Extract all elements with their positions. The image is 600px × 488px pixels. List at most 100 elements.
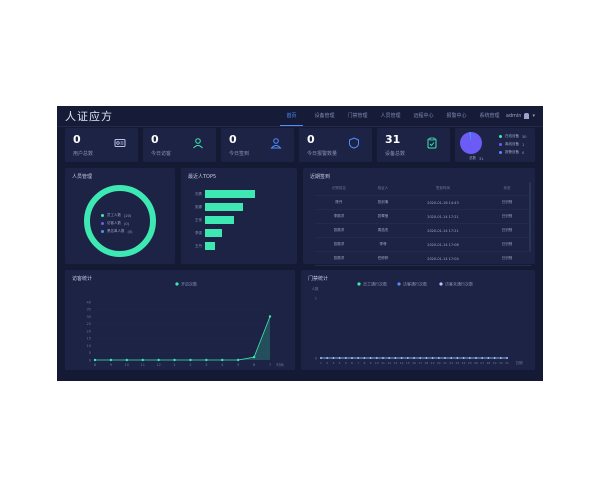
- panel-title: 最近人TOP5: [188, 174, 217, 180]
- offline-dot: [499, 143, 502, 146]
- nav-devices[interactable]: 设备管理: [314, 113, 335, 119]
- x-tick-label: 9: [110, 363, 112, 367]
- x-tick-label: 4: [221, 363, 224, 367]
- legend-label: 访客未通行次数: [445, 280, 473, 286]
- nav-alarm[interactable]: 报警中心: [446, 113, 467, 119]
- data-point: [468, 357, 471, 359]
- data-point: [475, 357, 477, 359]
- chart-legend-item[interactable]: 员工通行次数: [357, 280, 387, 286]
- stat-value: 31: [385, 133, 401, 146]
- table-cell: 任婷婷: [377, 256, 389, 260]
- table-cell: 2020-01-14 17:21: [427, 214, 459, 219]
- data-point: [462, 357, 465, 359]
- panel-title: 人员管理: [72, 174, 93, 180]
- data-point: [320, 357, 322, 359]
- data-point: [487, 357, 490, 359]
- table-cell: 张振洋: [333, 228, 345, 232]
- legend-dot: [357, 282, 361, 286]
- legend-value: (0): [127, 229, 133, 234]
- data-point: [109, 358, 113, 362]
- table-cell: 张剑清: [377, 200, 389, 204]
- legend-value: 30: [522, 134, 527, 139]
- data-point: [363, 357, 366, 359]
- x-tick-label: 8: [363, 361, 365, 365]
- data-point: [394, 357, 397, 359]
- scrollbar[interactable]: [529, 182, 531, 252]
- x-tick-label: 28: [486, 361, 490, 365]
- data-point: [499, 357, 502, 359]
- x-tick-label: 5: [345, 361, 347, 365]
- bar: [205, 203, 243, 211]
- online-dot: [499, 135, 502, 138]
- column-header: 签到时间: [436, 186, 450, 190]
- legend-label: 在线设备: [505, 134, 519, 138]
- nav-access[interactable]: 门禁管理: [347, 113, 368, 119]
- table-cell: 已识别: [501, 242, 513, 246]
- x-tick-label: 1: [320, 361, 322, 365]
- stat-label: 设备总数: [385, 151, 406, 157]
- data-point: [493, 357, 496, 359]
- x-tick-label: 25: [468, 361, 472, 365]
- table-cell: 已识别: [501, 214, 513, 218]
- data-point: [382, 357, 384, 359]
- y-tick-label: 1: [315, 296, 317, 300]
- user-menu[interactable]: admin ▾: [506, 106, 535, 126]
- x-tick-label: 26: [474, 361, 478, 365]
- nav-people[interactable]: 人员管理: [380, 113, 401, 119]
- bar-label: 王伟: [195, 217, 202, 222]
- table-cell: 张翠莹: [377, 214, 389, 218]
- bar-row: 李强: [188, 229, 222, 237]
- legend-dot: [397, 282, 401, 286]
- chart-legend-item[interactable]: 访客通行次数: [397, 280, 427, 286]
- data-point: [125, 358, 129, 362]
- legend-label: 报警设备: [505, 150, 519, 154]
- nav-remote[interactable]: 远程中心: [413, 113, 434, 119]
- bar: [205, 229, 222, 237]
- data-point: [357, 357, 360, 359]
- panel-title: 近期签到: [310, 174, 331, 180]
- y-tick-label: 40: [87, 300, 91, 304]
- column-header: 识别姓名: [332, 186, 346, 190]
- chevron-down-icon: ▾: [532, 113, 535, 119]
- stat-card-users: 0 用户总数: [65, 128, 138, 162]
- x-tick-label: 19: [431, 361, 435, 365]
- table-cell: 2020-01-14 17:04: [427, 256, 459, 261]
- x-tick-label: 6: [253, 363, 255, 367]
- stat-label: 今日报警数量: [307, 151, 338, 157]
- table-row[interactable]: 张振洋 周浩杰 2020-01-14 17:21 已识别: [315, 224, 531, 238]
- data-point: [221, 358, 224, 362]
- x-tick-label: 15: [406, 361, 410, 365]
- user-icon: [524, 113, 530, 119]
- chart-legend-item[interactable]: 访客未通行次数: [439, 280, 473, 286]
- device-status-pie: [460, 132, 482, 154]
- data-point: [413, 357, 415, 359]
- stat-value: 0: [307, 133, 315, 146]
- data-point: [332, 357, 335, 359]
- legend-value: 1: [522, 142, 525, 147]
- x-tick-label: 29: [493, 361, 497, 365]
- x-tick-label: 10: [375, 361, 379, 365]
- nav-system[interactable]: 系统管理: [479, 113, 500, 119]
- clipboard-icon: [427, 137, 437, 149]
- table-cell: 2020-01-16 14:43: [427, 200, 459, 205]
- alarm-dot: [499, 151, 502, 154]
- user-name: admin: [505, 113, 522, 119]
- table-row[interactable]: 李振洋 张翠莹 2020-01-14 17:21 已识别: [315, 210, 531, 224]
- data-point: [351, 357, 353, 359]
- x-tick-label: 11: [140, 363, 144, 367]
- table-row[interactable]: 陈丹 张剑清 2020-01-16 14:43 已识别: [315, 196, 531, 210]
- data-point: [444, 357, 446, 359]
- table-row[interactable]: 张振洋 李菲 2020-01-14 17:08 已识别: [315, 238, 531, 252]
- data-point: [173, 358, 176, 362]
- nav-home[interactable]: 首页: [275, 106, 308, 126]
- blacklist-dot: [101, 230, 104, 233]
- pie-legend-offline: 离线设备 1: [499, 142, 524, 147]
- column-header: 验证人: [377, 186, 389, 190]
- data-point: [437, 357, 440, 359]
- table-row[interactable]: 张振洋 任婷婷 2020-01-14 17:04 已识别: [315, 252, 531, 266]
- data-point: [481, 357, 484, 359]
- legend-blacklist: 黑名单人数 (0): [101, 229, 132, 234]
- legend-dot: [439, 282, 443, 286]
- chart-legend: 开启次数: [175, 280, 197, 286]
